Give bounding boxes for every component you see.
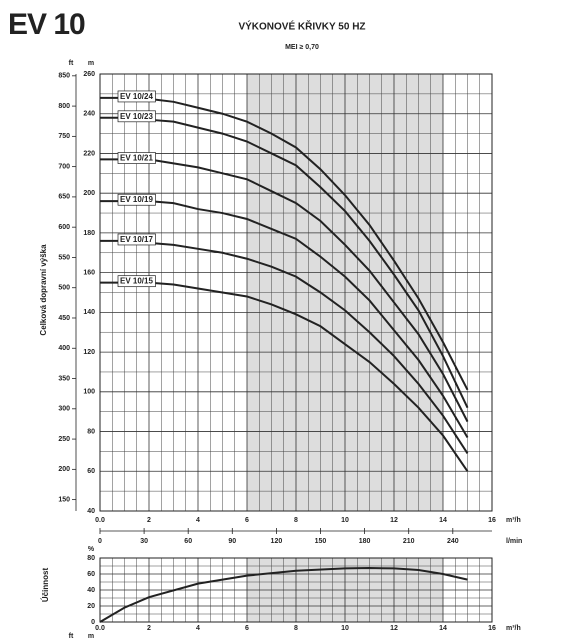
- x2-tick-label: 90: [228, 538, 236, 545]
- series-line: [100, 158, 469, 423]
- x-tick-label: 8: [294, 625, 298, 632]
- x-unit: m³/h: [506, 517, 521, 524]
- x2-tick-label: 60: [184, 538, 192, 545]
- y-tick-label: 40: [87, 587, 95, 594]
- series-line: [100, 200, 469, 439]
- y2-tick-label: 250: [58, 436, 70, 443]
- x-tick-label: 16: [488, 517, 496, 524]
- series-label: EV 10/19: [120, 195, 153, 204]
- x-tick-label: 10: [341, 517, 349, 524]
- y-axis-title: Účinnost: [41, 568, 50, 603]
- y-tick-label: 200: [83, 190, 95, 197]
- y-unit: %: [88, 546, 95, 553]
- x-tick-label: 12: [390, 517, 398, 524]
- x-tick-label: 16: [488, 625, 496, 632]
- y-tick-label: 60: [87, 468, 95, 475]
- y2-tick-label: 400: [58, 345, 70, 352]
- series-label: EV 10/23: [120, 112, 153, 121]
- y-unit: m: [88, 60, 94, 67]
- x-tick-label: 0.0: [95, 517, 105, 524]
- y2-tick-label: 500: [58, 285, 70, 292]
- y2-tick-label: 350: [58, 375, 70, 382]
- y2-tick-label: 700: [58, 163, 70, 170]
- bottom-unit: m: [88, 633, 94, 640]
- y-axis-title: Celková dopravní výška: [39, 244, 48, 336]
- series-label-box: [117, 233, 156, 246]
- x2-tick-label: 210: [403, 538, 415, 545]
- y-tick-label: 100: [83, 389, 95, 396]
- x-unit: m³/h: [506, 625, 521, 632]
- series-line: [100, 281, 469, 472]
- series-label-box: [117, 152, 156, 164]
- x-tick-label: 6: [245, 625, 249, 632]
- y-tick-label: 260: [83, 71, 95, 78]
- y2-tick-label: 750: [58, 133, 70, 140]
- x2-tick-label: 0: [98, 538, 102, 545]
- y2-tick-label: 300: [58, 406, 70, 413]
- bottom-unit: ft: [69, 633, 74, 640]
- y-tick-label: 240: [83, 111, 95, 118]
- y-tick-label: 140: [83, 309, 95, 316]
- y2-tick-label: 850: [58, 73, 70, 80]
- series-label: EV 10/21: [120, 154, 153, 163]
- y-tick-label: 80: [87, 428, 95, 435]
- series-label: EV 10/24: [120, 92, 153, 101]
- brand: EV 10: [8, 8, 85, 41]
- x-tick-label: 6: [245, 517, 249, 524]
- series-line: [100, 239, 469, 454]
- x2-tick-label: 30: [140, 538, 148, 545]
- y-tick-label: 20: [87, 603, 95, 610]
- x-tick-label: 10: [341, 625, 349, 632]
- series-label-box: [117, 90, 156, 103]
- series-line: [100, 96, 469, 391]
- y2-tick-label: 200: [58, 466, 70, 473]
- y-tick-label: 60: [87, 571, 95, 578]
- series-label: EV 10/17: [120, 235, 153, 244]
- x2-unit: l/min: [506, 538, 522, 545]
- y-tick-label: 40: [87, 508, 95, 515]
- plot-border: [99, 557, 493, 623]
- y2-tick-label: 150: [58, 496, 70, 503]
- x-tick-label: 2: [147, 625, 151, 632]
- y-tick-label: 180: [83, 230, 95, 237]
- y-tick-label: 0: [91, 619, 95, 626]
- series-label-box: [117, 110, 156, 123]
- y-tick-label: 120: [83, 349, 95, 356]
- y2-tick-label: 650: [58, 194, 70, 201]
- x2-tick-label: 120: [271, 538, 283, 545]
- y-tick-label: 80: [87, 555, 95, 562]
- x-tick-label: 4: [196, 625, 200, 632]
- chart-title: VÝKONOVÉ KŘIVKY 50 HZ: [238, 20, 365, 33]
- chart-subtitle: MEI ≥ 0,70: [285, 44, 319, 51]
- x-tick-label: 8: [294, 517, 298, 524]
- series-label-box: [117, 193, 156, 206]
- y2-tick-label: 800: [58, 103, 70, 110]
- y-tick-label: 160: [83, 269, 95, 276]
- x-tick-label: 4: [196, 517, 200, 524]
- y2-tick-label: 450: [58, 315, 70, 322]
- x-tick-label: 14: [439, 625, 447, 632]
- x-tick-label: 0.0: [95, 625, 105, 632]
- x-tick-label: 2: [147, 517, 151, 524]
- x2-tick-label: 150: [315, 538, 327, 545]
- x-tick-label: 14: [439, 517, 447, 524]
- y2-tick-label: 550: [58, 254, 70, 261]
- series-line: [99, 566, 468, 623]
- y2-tick-label: 600: [58, 224, 70, 231]
- x2-tick-label: 180: [359, 538, 371, 545]
- x-tick-label: 12: [390, 625, 398, 632]
- series-label: EV 10/15: [120, 277, 153, 286]
- y2-unit: ft: [69, 60, 74, 67]
- plot-border: [99, 73, 493, 512]
- y-tick-label: 220: [83, 150, 95, 157]
- x2-tick-label: 240: [447, 538, 459, 545]
- series-line: [100, 116, 469, 409]
- series-label-box: [117, 275, 156, 288]
